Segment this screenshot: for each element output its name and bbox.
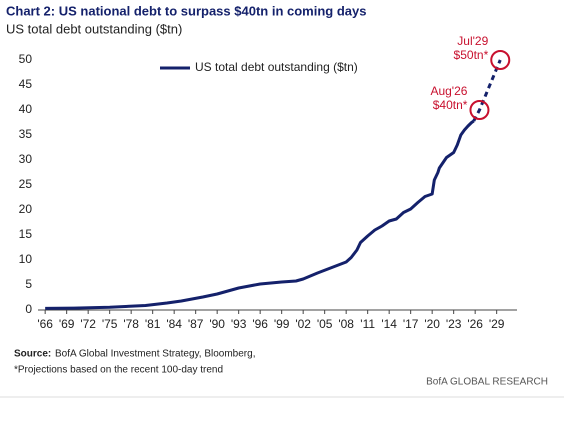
- y-tick-label: 45: [19, 77, 33, 91]
- line-series: [45, 119, 475, 310]
- y-tick-label: 20: [19, 202, 33, 216]
- x-tick-label: '87: [188, 317, 204, 331]
- source-label: Source:: [14, 349, 51, 360]
- x-tick-label: '96: [252, 317, 268, 331]
- x-tick-label: '69: [59, 317, 75, 331]
- x-tick-label: '75: [102, 317, 118, 331]
- y-tick-label: 30: [19, 152, 33, 166]
- source-text: BofA Global Investment Strategy, Bloombe…: [55, 349, 255, 360]
- x-tick-label: '72: [80, 317, 96, 331]
- annotation-label: Aug'26: [430, 84, 467, 98]
- annotation-circle: [469, 100, 490, 120]
- y-tick-label: 25: [19, 177, 33, 191]
- x-tick-label: '17: [403, 317, 419, 331]
- annotation-value: $50tn*: [454, 48, 489, 62]
- x-tick-label: '14: [381, 317, 397, 331]
- x-tick-label: '23: [446, 317, 462, 331]
- y-tick-label: 0: [25, 302, 32, 316]
- y-tick-label: 15: [19, 227, 33, 241]
- x-tick-label: '99: [274, 317, 290, 331]
- x-tick-label: '90: [209, 317, 225, 331]
- annotation-value: $40tn*: [433, 98, 468, 112]
- y-tick-label: 5: [25, 277, 32, 291]
- chart-subtitle: US total debt outstanding ($tn): [6, 21, 182, 36]
- chart-title: Chart 2: US national debt to surpass $40…: [6, 3, 366, 18]
- x-tick-label: '26: [467, 317, 483, 331]
- x-tick-label: '08: [338, 317, 354, 331]
- x-tick-label: '78: [123, 317, 139, 331]
- x-tick-label: '93: [231, 317, 247, 331]
- annotation-circle: [490, 50, 511, 70]
- x-tick-label: '66: [37, 317, 53, 331]
- y-tick-label: 40: [19, 102, 33, 116]
- x-tick-label: '84: [166, 317, 182, 331]
- y-tick-label: 35: [19, 127, 33, 141]
- x-tick-label: '29: [489, 317, 505, 331]
- x-tick-label: '11: [360, 317, 375, 331]
- y-tick-label: 10: [19, 252, 33, 266]
- x-tick-label: '81: [145, 317, 161, 331]
- legend-label: US total debt outstanding ($tn): [195, 60, 358, 74]
- footnote: *Projections based on the recent 100-day…: [14, 365, 223, 376]
- x-tick-label: '05: [317, 317, 333, 331]
- brand: BofA GLOBAL RESEARCH: [426, 377, 548, 388]
- x-tick-label: '02: [295, 317, 311, 331]
- x-tick-label: '20: [424, 317, 440, 331]
- annotation-label: Jul'29: [457, 34, 488, 48]
- y-tick-label: 50: [19, 52, 33, 66]
